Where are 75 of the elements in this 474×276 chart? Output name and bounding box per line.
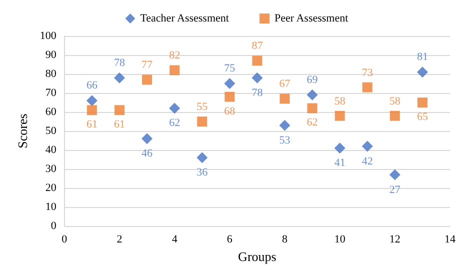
point (362, 82, 372, 92)
y-tick-label: 10 (45, 201, 57, 214)
legend-label: Teacher Assessment (140, 12, 229, 24)
y-tick-label: 60 (45, 106, 57, 118)
point (142, 133, 153, 144)
x-tick-label: 4 (172, 234, 178, 246)
point (169, 102, 180, 114)
y-tick-label: 80 (45, 68, 57, 80)
point (279, 120, 290, 131)
y-tick-label: 90 (45, 49, 57, 62)
x-tick-label: 10 (334, 234, 346, 246)
data-label: 81 (416, 51, 428, 64)
point (362, 140, 373, 152)
data-label: 41 (334, 157, 346, 170)
data-label: 78 (114, 56, 126, 69)
point (389, 169, 400, 180)
data-label: 36 (196, 166, 208, 179)
data-label: 67 (279, 78, 291, 90)
data-label: 62 (306, 116, 318, 129)
y-tick-label: 100 (40, 30, 57, 42)
point (114, 105, 124, 116)
point (197, 116, 208, 127)
data-label: 61 (86, 118, 98, 131)
x-tick-label: 2 (116, 234, 122, 246)
point (142, 74, 152, 85)
legend-label: Peer Assessment (274, 12, 348, 24)
point (334, 142, 346, 154)
point (307, 103, 318, 114)
point (224, 92, 235, 102)
point (224, 78, 236, 90)
point (334, 110, 345, 121)
point (390, 110, 400, 121)
data-label: 69 (306, 74, 318, 86)
point (86, 105, 97, 116)
point (86, 95, 98, 106)
data-label: 61 (114, 118, 125, 131)
y-tick-label: 0 (50, 220, 57, 232)
y-tick-label: 40 (45, 144, 57, 156)
point (416, 66, 428, 78)
point (280, 94, 290, 104)
data-label: 78 (252, 86, 264, 99)
point (306, 89, 318, 100)
point (252, 72, 263, 84)
data-label: 42 (362, 155, 373, 168)
data-label: 55 (196, 101, 208, 114)
y-axis-title: Scores (15, 114, 30, 148)
x-tick-label: 12 (389, 234, 400, 246)
x-tick-label: 0 (62, 234, 68, 246)
point (170, 65, 180, 76)
data-label: 46 (142, 148, 154, 160)
x-axis-title: Groups (238, 249, 276, 264)
point (114, 72, 125, 84)
x-tick-label: 14 (444, 234, 456, 246)
x-tick-label: 6 (226, 234, 233, 246)
data-label: 62 (169, 117, 180, 130)
data-label: 58 (389, 95, 401, 108)
y-tick-label: 20 (45, 182, 57, 194)
data-label: 58 (334, 95, 346, 108)
data-label: 73 (362, 66, 374, 79)
data-label: 87 (252, 40, 264, 52)
data-label: 75 (224, 62, 236, 75)
y-tick-label: 30 (45, 163, 57, 176)
data-label: 68 (224, 105, 236, 118)
point (252, 56, 262, 66)
data-label: 27 (389, 184, 401, 196)
data-label: 65 (416, 111, 428, 124)
point (196, 152, 208, 164)
x-tick-label: 8 (282, 234, 288, 246)
data-label: 66 (86, 80, 98, 92)
y-tick-label: 70 (45, 87, 57, 100)
data-label: 53 (279, 134, 291, 146)
y-tick-label: 50 (45, 125, 57, 138)
point (417, 98, 428, 108)
data-label: 77 (142, 59, 154, 72)
data-label: 82 (169, 50, 180, 62)
